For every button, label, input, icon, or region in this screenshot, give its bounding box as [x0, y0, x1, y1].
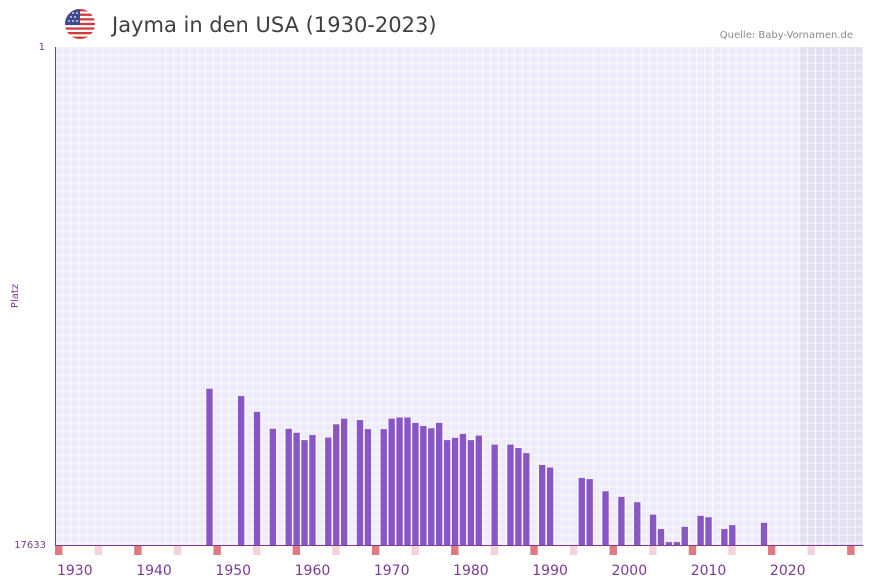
bar-1955 — [269, 428, 277, 545]
bar-2004 — [657, 529, 665, 545]
bar-2017 — [760, 522, 768, 545]
decade-marker-2008 — [688, 546, 697, 555]
y-axis-bottom-label: 17633 — [14, 540, 46, 551]
bar-1978 — [451, 437, 459, 545]
x-tick-label-2010: 2010 — [691, 563, 727, 579]
bar-1959 — [301, 440, 308, 545]
decade-marker-1973 — [411, 546, 419, 555]
decade-marker-2003 — [649, 546, 657, 555]
bar-1970 — [388, 418, 395, 545]
usa-flag-icon — [65, 9, 95, 39]
bar-1980 — [467, 440, 475, 545]
bar-1979 — [459, 433, 467, 545]
decade-marker-1983 — [490, 546, 499, 555]
decade-marker-1953 — [253, 546, 261, 555]
y-axis-top-label: 1 — [39, 42, 45, 53]
bar-1994 — [578, 477, 585, 545]
bar-2009 — [697, 515, 704, 545]
x-tick-label-2000: 2000 — [611, 563, 647, 579]
x-tick-label-1960: 1960 — [295, 563, 331, 579]
decade-marker-1998 — [609, 546, 617, 555]
decade-marker-1958 — [292, 546, 301, 555]
decade-marker-2018 — [767, 546, 776, 555]
bar-1957 — [285, 428, 292, 545]
x-axis-tick-labels: 1930 1940 1950 1960 1970 1980 1990 2000 2010 2020 — [57, 563, 806, 579]
decade-marker-1988 — [530, 546, 538, 555]
bars-group — [206, 388, 768, 545]
bar-2010 — [705, 517, 712, 545]
bar-2001 — [634, 502, 641, 545]
bar-1977 — [443, 440, 451, 545]
bar-2003 — [649, 514, 657, 545]
bar-1962 — [325, 437, 332, 545]
bar-2007 — [681, 526, 688, 545]
decade-marker-1968 — [371, 546, 380, 555]
bar-1951 — [237, 396, 245, 545]
x-tick-label-1940: 1940 — [136, 563, 172, 579]
bar-1987 — [523, 453, 530, 545]
bar-2012 — [721, 529, 728, 545]
x-tick-label-1970: 1970 — [374, 563, 410, 579]
decade-marker-2013 — [728, 546, 736, 555]
x-tick-label-1980: 1980 — [453, 563, 489, 579]
bar-1969 — [380, 429, 387, 545]
bar-1964 — [340, 418, 348, 545]
bar-1947 — [206, 388, 213, 545]
bar-1990 — [546, 467, 554, 545]
chart-title: Jayma in den USA (1930-2023) — [112, 13, 437, 37]
decade-marker-1933 — [94, 546, 103, 555]
decade-marker-1928 — [55, 546, 63, 555]
bar-1997 — [602, 491, 609, 545]
y-axis-title: Platz — [10, 284, 21, 308]
decade-marker-1943 — [173, 546, 182, 555]
bar-1985 — [507, 444, 514, 545]
bar-1983 — [491, 444, 498, 545]
chart-header: Jayma in den USA (1930-2023) Quelle: Bab… — [0, 0, 873, 48]
decade-marker-1948 — [213, 546, 221, 555]
decade-marker-1938 — [134, 546, 142, 555]
x-tick-label-1950: 1950 — [215, 563, 251, 579]
bar-2006 — [673, 542, 681, 545]
x-tick-label-1930: 1930 — [57, 563, 93, 579]
bar-1958 — [293, 432, 300, 545]
bar-1963 — [333, 424, 340, 545]
x-tick-label-2020: 2020 — [770, 563, 806, 579]
bar-1960 — [309, 435, 316, 545]
bar-1973 — [412, 422, 419, 545]
bar-1999 — [618, 496, 625, 545]
bar-2005 — [665, 542, 673, 545]
bar-1972 — [404, 417, 411, 545]
decade-marker-2028 — [847, 546, 855, 555]
bar-1995 — [586, 479, 593, 545]
bar-1981 — [475, 435, 482, 545]
bar-1971 — [396, 417, 403, 545]
bar-1967 — [364, 429, 372, 545]
decade-marker-2023 — [807, 546, 815, 555]
bar-1989 — [539, 464, 546, 545]
bar-2013 — [729, 525, 736, 545]
decade-marker-1993 — [569, 546, 578, 555]
bar-1976 — [436, 422, 443, 545]
decade-marker-1963 — [332, 546, 340, 555]
bar-1974 — [420, 426, 427, 545]
source-credit: Quelle: Baby-Vornamen.de — [719, 30, 853, 41]
bar-1953 — [253, 411, 261, 545]
bar-1966 — [356, 420, 364, 545]
x-tick-label-1990: 1990 — [532, 563, 568, 579]
grid-lines — [54, 47, 864, 545]
x-axis-decade-markers — [55, 546, 855, 555]
bar-1986 — [515, 448, 522, 545]
decade-marker-1978 — [451, 546, 459, 555]
bar-1975 — [428, 428, 435, 545]
